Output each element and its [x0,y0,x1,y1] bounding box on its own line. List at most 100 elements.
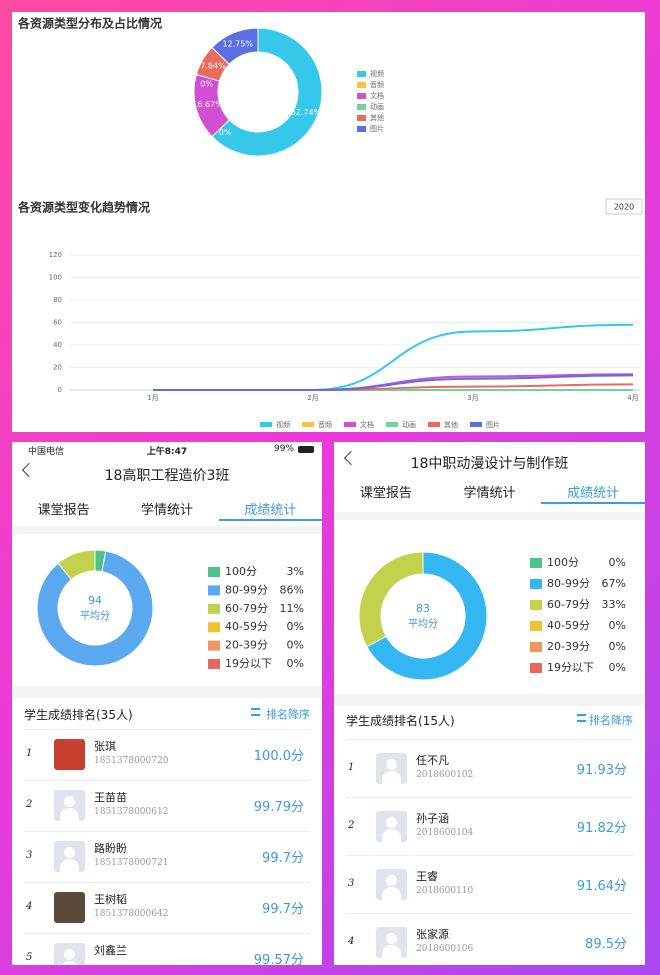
avatar [376,927,407,958]
row-divider [24,932,310,934]
tab[interactable]: 课堂报告 [37,503,90,518]
legend-label: 100分 [547,556,579,569]
student-name: 王苗苗 [94,791,127,804]
legend-label: 图片 [370,124,384,133]
tab[interactable]: 成绩统计 [244,503,297,518]
pie-slice [57,549,96,581]
avatar [54,790,85,821]
legend-value: 67% [602,577,626,590]
row-divider [346,855,633,856]
legend-swatch [428,422,440,427]
student-score: 91.64分 [576,879,627,894]
chart-title: 各资源类型变化趋势情况 [17,200,150,215]
tab[interactable]: 课堂报告 [359,486,412,501]
rank-number: 3 [26,850,33,861]
avatar-head [64,847,75,858]
carrier: 中国电信 [28,447,65,457]
sort-icon [577,714,586,722]
rank-number: 2 [348,820,355,831]
avatar-body [382,829,401,842]
year-select: 2020 [614,203,634,212]
student-name: 张琪 [94,740,116,753]
tab[interactable]: 成绩统计 [567,486,620,501]
legend-value: 0% [609,556,626,569]
legend-swatch [260,422,272,427]
tab[interactable]: 学情统计 [463,486,516,501]
rank-number: 3 [348,878,355,889]
legend-value: 0% [609,619,626,632]
series-line [152,323,634,392]
rank-number: 4 [348,936,355,947]
student-score: 99.57分 [253,953,304,965]
legend-value: 86% [280,583,304,596]
sort-button[interactable]: 排名降序 [589,714,633,727]
student-id: 1851378000642 [94,909,169,919]
sort-icon [251,708,260,716]
ranking-title: 学生成绩排名(35人) [24,708,133,722]
student-id: 2018600104 [416,828,474,838]
legend-swatch [208,603,220,614]
student-score: 91.82分 [576,821,627,836]
average-score: 94 [88,594,102,607]
student-name: 王树韬 [94,893,127,906]
divider [12,526,322,534]
legend-swatch [208,567,220,577]
legend-value: 0% [287,657,304,670]
rank-number: 4 [26,901,33,912]
student-id: 2018600110 [416,886,474,896]
avatar [54,892,85,923]
divider [334,512,645,520]
student-score: 100.0分 [253,749,304,764]
legend-value: 0% [287,639,304,652]
y-tick-label: 20 [53,364,62,372]
divider [334,694,645,706]
y-tick-label: 120 [49,251,62,259]
legend-swatch [357,93,366,99]
x-tick-label: 2月 [307,394,318,402]
student-id: 2018600106 [416,944,474,954]
sort-button[interactable]: 排名降序 [266,708,310,721]
battery: 99% [273,444,294,454]
x-tick-label: 4月 [627,394,638,402]
avatar-head [64,949,75,960]
legend-swatch [357,126,366,132]
x-tick-label: 1月 [147,394,158,402]
tab-underline [541,502,645,504]
class-panel: 中国电信 上午8:47 99% 18高职工程造价3班 课堂报告 学情统计 成绩统计 94 平均分… [12,442,322,965]
legend-label: 其他 [370,113,384,122]
legend-value: 11% [280,602,304,615]
avatar [376,753,407,784]
divider [12,686,322,698]
legend-swatch [357,104,366,110]
tab[interactable]: 学情统计 [140,503,193,518]
student-name: 张家源 [416,928,449,941]
class-panel: 18中职动漫设计与制作班 课堂报告 学情统计 成绩统计 83 平均分 100分 0% 80-99… [334,442,645,965]
clock: 上午8:47 [146,447,188,457]
legend-value: 0% [609,640,626,653]
legend-label: 60-79分 [547,598,590,611]
slice-label: 62.74% [291,108,322,117]
resource-panel: 各资源类型分布及占比情况 62.74% 0% 16.67% 0% 7.84% 12.75% 视… [12,12,645,432]
avatar-head [386,933,397,944]
avatar-body [382,887,401,900]
legend-swatch [302,422,314,427]
avatar [54,943,85,965]
legend-label: 文档 [360,420,374,429]
avatar-head [386,875,397,886]
legend-label: 40-59分 [225,620,268,633]
legend-label: 19分以下 [547,661,594,674]
legend-label: 视频 [276,420,290,429]
legend-label: 其他 [444,420,458,429]
rank-number: 5 [26,952,33,963]
legend-swatch [530,600,542,610]
y-tick-label: 40 [53,341,62,349]
legend-label: 20-39分 [547,640,590,653]
student-name: 王睿 [416,870,438,883]
legend-label: 视频 [370,69,384,78]
legend-swatch [344,422,356,427]
student-id: 1851378000721 [94,858,169,868]
avatar [376,811,407,842]
student-score: 99.7分 [262,902,304,917]
student-name: 任不凡 [416,754,449,767]
